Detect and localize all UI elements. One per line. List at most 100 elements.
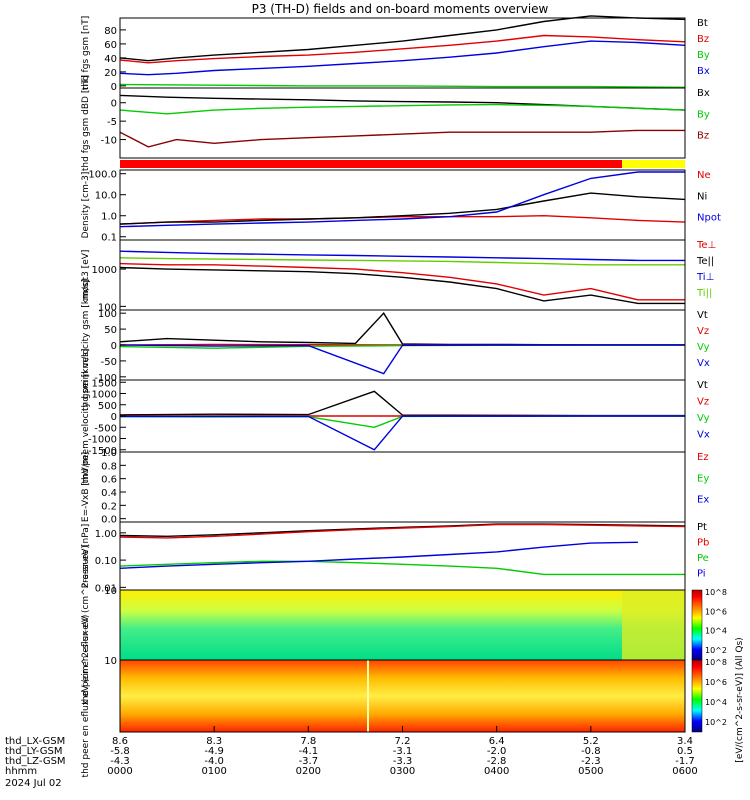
y-tick-label: 500 <box>98 401 117 412</box>
panel-8: Pt Pb Pe Pi 0.01 0.10 1.00 Pressure [nPa] <box>81 521 709 594</box>
x-axis-value: -4.0 <box>204 756 224 767</box>
x-axis-value: -0.8 <box>581 746 601 757</box>
legend-Vx: Vx <box>697 430 710 441</box>
y-axis-label: thd peem velocity gsm [km/s] <box>81 348 91 483</box>
colorbar-tick-label: 10^2 <box>705 646 727 655</box>
colorbar-tick-label: 10^8 <box>705 588 727 597</box>
date-label: 2024 Jul 02 <box>5 778 62 789</box>
y-tick-label: 1500 <box>92 378 117 389</box>
panel-frame <box>119 451 686 523</box>
x-axis-value: -1.7 <box>675 756 695 767</box>
x-axis-value: 5.2 <box>583 736 599 747</box>
colorbar-tick-label: 10^8 <box>705 658 727 667</box>
legend-Vt: Vt <box>697 380 708 391</box>
legend-Bt: Bt <box>697 18 708 29</box>
x-axis-value: 0.5 <box>677 746 693 757</box>
series-line-Npot <box>119 171 685 228</box>
series-line-By <box>119 83 686 88</box>
y-axis-label: E=-VxB [mV/m] <box>81 452 91 522</box>
legend-By: By <box>697 109 710 120</box>
y-tick-label: -500 <box>94 423 117 434</box>
y-tick-label: 1.00 <box>95 529 117 540</box>
series-line-By <box>119 103 686 115</box>
legend-Ez: Ez <box>697 452 709 463</box>
x-axis-value: 3.4 <box>677 736 693 747</box>
colorbar-tick-label: 10^4 <box>705 698 727 707</box>
series-line-Bt <box>119 15 686 62</box>
series-line-Bz <box>119 129 685 148</box>
legend-Te: Te⊥ <box>696 240 716 251</box>
y-tick-label: 1000 <box>92 265 117 276</box>
legend-Vx: Vx <box>697 358 710 369</box>
x-axis-value: 0600 <box>672 766 697 777</box>
y-axis-label: thd fgs gsm dBD [nT] <box>81 75 91 171</box>
panel-frame <box>119 17 686 89</box>
y-tick-label: 10 <box>104 656 117 667</box>
spectrogram <box>120 660 685 732</box>
panel-7: Ez Ey Ex 0.0 0.2 0.4 0.6 0.8 1.0 E=-VxB [mV/m] <box>81 448 709 526</box>
y-axis-label: Pressure [nPa] <box>81 524 91 589</box>
legend-Ti: Ti⊥ <box>696 272 714 283</box>
panel-frame <box>119 169 686 241</box>
series-line-Vx <box>120 415 685 451</box>
y-tick-label: 0.0 <box>101 515 117 526</box>
legend-Vy: Vy <box>697 413 710 424</box>
x-axis-row-label: thd_LX-GSM <box>5 736 65 747</box>
legend-Bx: Bx <box>697 66 710 77</box>
legend-Te: Te|| <box>696 256 714 267</box>
x-axis-value: -3.1 <box>393 746 413 757</box>
legend-Bz: Bz <box>697 34 709 45</box>
series-line-Bz <box>119 34 686 64</box>
series-line-Ni <box>119 192 686 225</box>
legend-Npot: Npot <box>697 213 721 224</box>
x-axis-value: 0500 <box>578 766 603 777</box>
x-axis-value: -2.3 <box>581 756 601 767</box>
x-axis-value: -5.8 <box>110 746 130 757</box>
mode-bar-slow <box>120 160 622 168</box>
legend-Vz: Vz <box>697 326 709 337</box>
series-line-Ti <box>119 250 685 262</box>
legend-Pi: Pi <box>697 569 706 580</box>
y-tick-label: 1000 <box>92 390 117 401</box>
y-tick-label: 0 <box>111 99 117 110</box>
x-axis-value: 0000 <box>107 766 132 777</box>
panel-9: 10 thd peir en eflux eV (cm^2-s-sr-eV) <box>81 545 686 705</box>
x-axis-value: -4.3 <box>110 756 130 767</box>
legend-Ex: Ex <box>697 495 709 506</box>
colorbar-tick-label: 10^4 <box>705 627 727 636</box>
legend-Ti: Ti|| <box>696 288 712 299</box>
figure-title: P3 (TH-D) fields and on-board moments ov… <box>252 2 549 16</box>
colorbar-tick-label: 10^2 <box>705 718 727 727</box>
series-line-Pb <box>119 523 686 539</box>
series-line-Te <box>119 262 685 301</box>
series-line-Ti <box>119 257 685 266</box>
spectrogram <box>120 590 685 660</box>
y-tick-label: 10.0 <box>95 191 117 202</box>
x-axis-value: 0100 <box>201 766 226 777</box>
series-line-Te <box>119 266 685 305</box>
y-tick-label: 0.8 <box>101 461 117 472</box>
colorbar-axis-label: [eV/(cm^2-s-sr-eV)] (All Qs) <box>735 637 745 762</box>
legend-Vt: Vt <box>697 310 708 321</box>
legend-Pt: Pt <box>697 522 707 533</box>
x-axis-value: 7.8 <box>300 736 316 747</box>
series-line-Pe <box>119 560 685 576</box>
x-axis-value: 0300 <box>390 766 415 777</box>
legend-Bz: Bz <box>697 131 709 142</box>
series-line-Vt <box>119 390 685 417</box>
y-axis-label: moqt3 [eV] <box>81 250 91 301</box>
x-axis-value: 6.4 <box>489 736 505 747</box>
y-axis-label: thd fgs gsm [nT] <box>81 16 91 91</box>
x-axis-value: 8.6 <box>112 736 128 747</box>
x-axis-value: -4.9 <box>204 746 224 757</box>
y-tick-label: -1000 <box>88 435 117 446</box>
colorbar <box>691 659 703 733</box>
y-tick-label: 0.4 <box>101 488 117 499</box>
spectrogram-gap <box>622 590 685 660</box>
y-axis-label: thd peer en eflux eV (cm^2-s-sr-eV) <box>81 615 91 778</box>
x-axis-row-label: thd_LZ-GSM <box>5 756 66 767</box>
x-axis-value: -2.8 <box>487 756 507 767</box>
colorbar-tick-label: 10^6 <box>705 678 727 687</box>
